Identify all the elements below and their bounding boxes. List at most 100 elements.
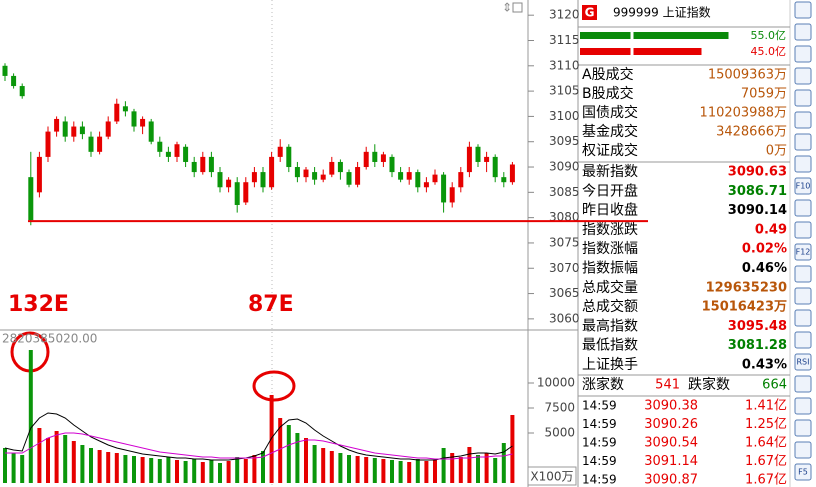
- toolbar-icon[interactable]: [794, 1, 812, 19]
- candle-body: [363, 151, 369, 168]
- volume-bar: [329, 451, 334, 483]
- volume-bar: [175, 460, 179, 483]
- candle-body: [36, 156, 42, 193]
- volume-bar: [476, 455, 480, 483]
- toolbar-icon[interactable]: [794, 309, 812, 327]
- candle-body: [71, 126, 77, 137]
- candle-body: [509, 164, 515, 183]
- toolbar-icon[interactable]: [794, 89, 812, 107]
- candle-body: [165, 151, 171, 157]
- toolbar-icon[interactable]: [794, 111, 812, 129]
- tick-volume: 1.67亿: [745, 454, 787, 469]
- annotation: 132E: [8, 292, 69, 317]
- toolbar-label[interactable]: F12: [796, 248, 811, 257]
- candle-body: [234, 182, 240, 205]
- candle-body: [226, 179, 232, 188]
- volume-bar: [123, 455, 128, 483]
- toolbar-icon[interactable]: [794, 441, 812, 459]
- toolbar-icon[interactable]: [794, 375, 812, 393]
- volume-bar: [192, 459, 197, 483]
- row-label: 指数振幅: [582, 261, 638, 277]
- toolbar-icon[interactable]: [794, 155, 812, 173]
- chart-control[interactable]: [512, 2, 523, 13]
- y-tick-label: 3110: [549, 58, 580, 72]
- candle-body: [277, 146, 283, 157]
- toolbar-icon[interactable]: [794, 177, 812, 195]
- candle-body: [131, 111, 137, 127]
- candle-body: [329, 161, 335, 175]
- toolbar-icon[interactable]: [794, 331, 812, 349]
- candle-body: [303, 169, 309, 178]
- candle-body: [441, 174, 447, 203]
- tick-price: 3090.87: [644, 473, 698, 487]
- volume-bar: [381, 459, 386, 483]
- toolbar-icon[interactable]: [794, 221, 812, 239]
- toolbar-icon[interactable]: [794, 133, 812, 151]
- toolbar-icon[interactable]: [794, 243, 812, 261]
- volume-bar: [484, 453, 489, 483]
- toolbar-label[interactable]: F5: [798, 468, 808, 477]
- candle-body: [389, 156, 395, 173]
- moving-average: [5, 432, 513, 460]
- toolbar-icon[interactable]: [794, 23, 812, 41]
- y-tick-label: 3065: [549, 286, 580, 300]
- candle-body: [406, 172, 412, 180]
- row-label: B股成交: [582, 85, 634, 102]
- row-value: 129635230: [706, 280, 787, 295]
- tick-time: 14:59: [582, 436, 617, 450]
- toolbar-icon[interactable]: [794, 419, 812, 437]
- candle-body: [320, 174, 326, 180]
- tick-price: 3091.14: [644, 454, 698, 469]
- breadth-value: 541: [655, 378, 680, 393]
- candle-body: [208, 156, 214, 173]
- candle-body: [346, 172, 352, 185]
- volume-bar: [493, 458, 498, 483]
- volume-bar: [37, 428, 42, 483]
- toolbar-icon[interactable]: [794, 397, 812, 415]
- candle-body: [475, 146, 481, 162]
- volume-bar: [200, 462, 205, 483]
- toolbar-icon[interactable]: [794, 265, 812, 283]
- y-tick-label: 7500: [544, 401, 575, 415]
- toolbar-label[interactable]: RSI: [797, 358, 810, 367]
- row-label: 上证换手: [582, 356, 638, 373]
- candle-body: [122, 106, 128, 112]
- candle-body: [294, 167, 300, 178]
- y-tick-label: 3115: [549, 33, 580, 47]
- volume-bar: [114, 453, 119, 483]
- candle-body: [484, 156, 490, 162]
- volume-bar: [243, 459, 248, 483]
- toolbar-label[interactable]: F10: [796, 182, 811, 191]
- tick-price: 3090.54: [644, 436, 698, 451]
- candle-body: [148, 121, 154, 142]
- tick-time: 14:59: [582, 417, 617, 431]
- toolbar-icon[interactable]: [794, 463, 812, 481]
- row-value: 3095.48: [728, 319, 787, 334]
- candle-body: [337, 161, 343, 173]
- row-value: 3090.14: [728, 203, 787, 218]
- row-value: 3081.28: [728, 338, 787, 353]
- volume-bar: [433, 460, 437, 483]
- candle-body: [97, 136, 103, 152]
- annotation: 87E: [248, 292, 294, 317]
- volume-bar: [28, 350, 33, 483]
- toolbar-icon[interactable]: [794, 45, 812, 63]
- chart-control[interactable]: ⇕: [502, 1, 512, 15]
- candle-body: [312, 172, 318, 180]
- volume-bar: [80, 445, 85, 483]
- volume-bar: [295, 433, 300, 483]
- y-tick-label: 3105: [549, 84, 580, 98]
- row-label: 最新指数: [582, 164, 638, 180]
- volume-bar: [398, 461, 403, 483]
- y-tick-label: 3085: [549, 185, 580, 199]
- volume-bar: [415, 459, 420, 483]
- candle-body: [54, 118, 60, 132]
- toolbar-icon[interactable]: [794, 199, 812, 217]
- toolbar-icon[interactable]: [794, 353, 812, 371]
- flow-bar: [580, 48, 702, 55]
- highlight-circle: [252, 370, 296, 402]
- toolbar-icon[interactable]: [794, 287, 812, 305]
- toolbar-icon[interactable]: [794, 67, 812, 85]
- row-value: 0.43%: [742, 358, 787, 373]
